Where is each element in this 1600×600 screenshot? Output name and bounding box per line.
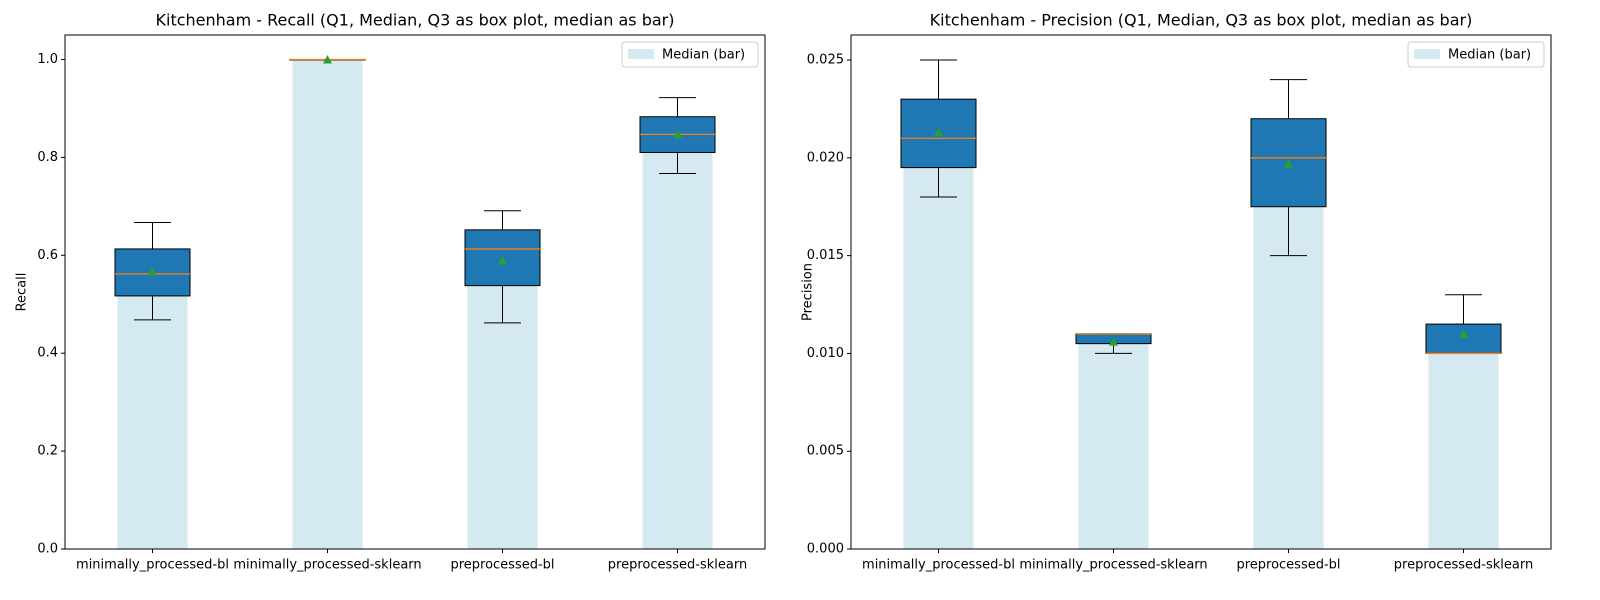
y-tick-label: 0.020 [807,150,844,165]
y-tick-label: 0.015 [807,248,844,263]
y-tick-label: 0.2 [37,444,58,459]
legend-label: Median (bar) [1448,48,1531,63]
x-tick-label: minimally_processed-bl [862,558,1015,573]
median-bar [1428,353,1499,549]
chart: Kitchenham - Recall (Q1, Median, Q3 as b… [15,11,766,573]
mean-marker [1109,337,1118,346]
y-tick-label: 0.010 [807,346,844,361]
mean-marker [673,129,682,139]
median-bar [292,59,363,549]
y-tick-label: 0.8 [37,150,58,165]
y-axis-label: Precision [801,263,816,321]
mean-marker [498,256,507,265]
x-tick-label: minimally_processed-sklearn [233,558,421,573]
y-tick-label: 0.025 [807,53,844,68]
x-tick-label: preprocessed-sklearn [608,558,747,573]
x-tick-label: minimally_processed-bl [76,558,229,573]
legend-label: Median (bar) [662,48,745,63]
legend-frame [1407,41,1545,68]
y-tick-label: 0.005 [807,444,844,459]
legend-frame [621,41,759,68]
mean-marker [1459,329,1468,338]
y-tick-label: 0.000 [807,542,844,557]
mean-marker [934,127,943,137]
legend-swatch [628,49,654,59]
x-tick-label: minimally_processed-sklearn [1019,558,1207,573]
mean-marker [1284,159,1293,168]
y-axis-label: Recall [15,273,30,312]
mean-marker [148,267,157,276]
axes-frame [64,34,766,550]
x-tick-label: preprocessed-sklearn [1394,558,1533,573]
legend-swatch [1414,49,1440,59]
chart-title: Kitchenham - Precision (Q1, Median, Q3 a… [930,11,1473,30]
box [1425,323,1502,354]
axes-frame [850,34,1552,550]
y-tick-label: 1.0 [37,52,58,67]
x-tick-label: preprocessed-bl [1236,558,1340,573]
median-bar [1078,333,1149,549]
y-tick-label: 0.0 [37,542,58,557]
chart: Kitchenham - Precision (Q1, Median, Q3 a… [801,11,1552,573]
chart-title: Kitchenham - Recall (Q1, Median, Q3 as b… [156,11,675,30]
y-tick-label: 0.4 [37,346,58,361]
y-tick-label: 0.6 [37,248,58,263]
legend: Median (bar) [621,41,759,68]
median-bar [903,138,974,549]
legend: Median (bar) [1407,41,1545,68]
mean-marker [323,54,332,64]
median-bar [642,134,713,549]
x-tick-label: preprocessed-bl [450,558,554,573]
